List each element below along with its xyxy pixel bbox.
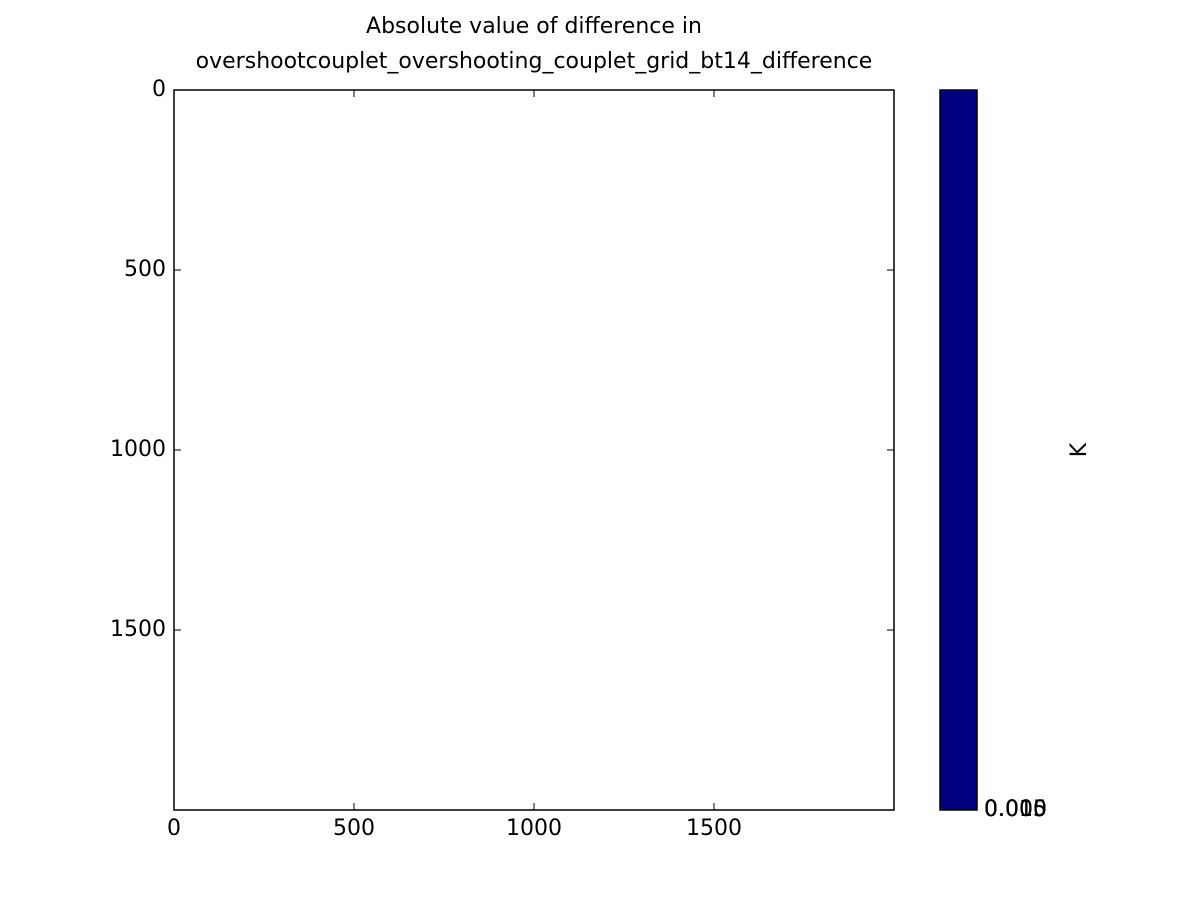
y-tick-label: 1500 xyxy=(110,617,166,642)
colorbar xyxy=(939,89,978,811)
colorbar-tick-label: 0.005 xyxy=(984,797,1047,822)
chart-title: Absolute value of difference in xyxy=(366,14,702,39)
colorbar-tick-label: 0.000 xyxy=(984,797,1047,822)
colorbar-tick-label: 0.010 xyxy=(984,797,1047,822)
x-tick-label: 1000 xyxy=(506,816,562,841)
y-tick-label: 500 xyxy=(124,257,166,282)
y-tick-label: 1000 xyxy=(110,437,166,462)
chart-title: overshootcouplet_overshooting_couplet_gr… xyxy=(196,49,873,74)
x-tick-label: 1500 xyxy=(686,816,742,841)
image xyxy=(174,90,894,810)
colorbar-tick-label: 0.015 xyxy=(984,797,1047,822)
x-tick-label: 0 xyxy=(167,816,181,841)
y-tick-label: 0 xyxy=(152,77,166,102)
colorbar-label: K xyxy=(1067,442,1092,457)
x-tick-label: 500 xyxy=(333,816,375,841)
